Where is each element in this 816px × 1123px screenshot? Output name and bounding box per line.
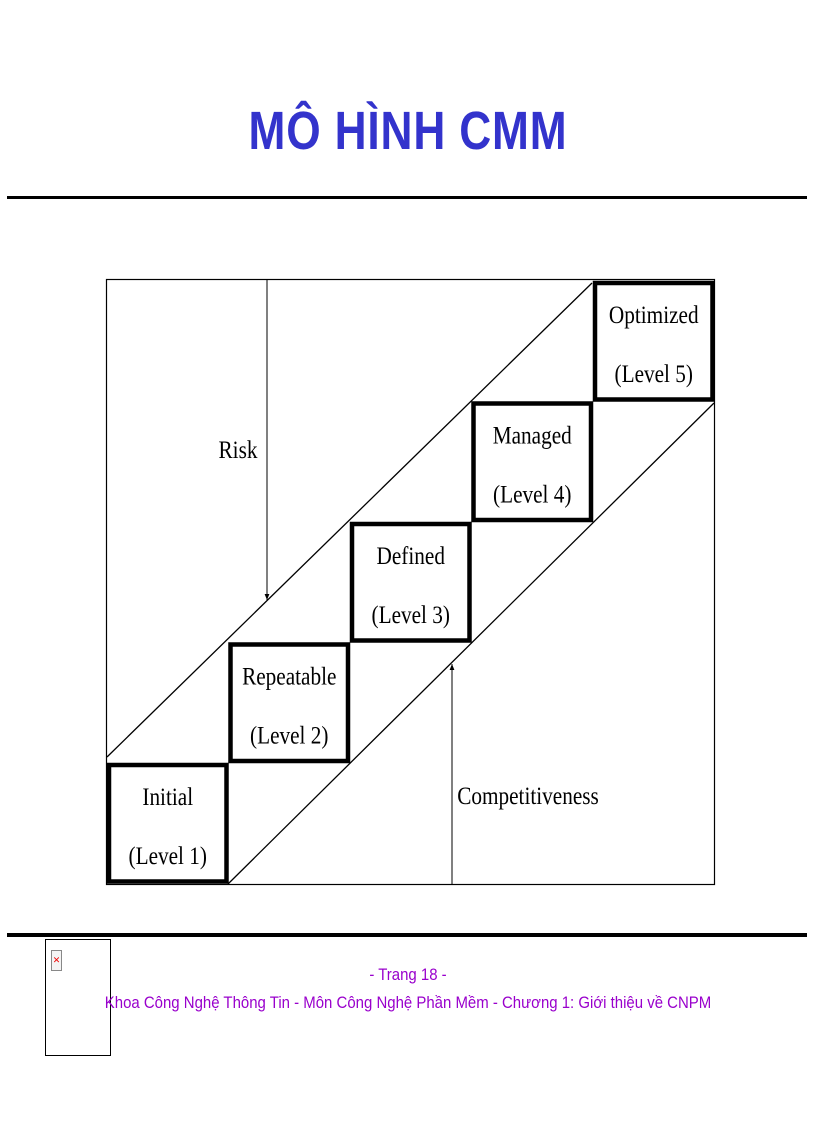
level-2-name: Repeatable bbox=[242, 663, 336, 691]
level-box-4 bbox=[471, 401, 594, 523]
bottom-divider bbox=[7, 933, 807, 937]
level-5-level: (Level 5) bbox=[615, 360, 693, 388]
level-2-level: (Level 2) bbox=[250, 722, 328, 750]
competitiveness-label: Competitiveness bbox=[457, 782, 599, 810]
broken-image-icon: ✕ bbox=[51, 950, 62, 971]
image-placeholder: ✕ bbox=[45, 939, 111, 1056]
page-number: - Trang 18 - bbox=[369, 965, 447, 984]
level-box-3 bbox=[349, 521, 472, 643]
level-3-name: Defined bbox=[377, 542, 446, 570]
upper-diagonal bbox=[106, 282, 593, 758]
footer-caption: Khoa Công Nghệ Thông Tin - Môn Công Nghệ… bbox=[104, 993, 712, 1012]
diagram-frame bbox=[105, 278, 716, 886]
level-4-name: Managed bbox=[493, 422, 572, 450]
level-5-name: Optimized bbox=[609, 301, 699, 329]
level-box-1 bbox=[106, 762, 229, 884]
top-divider bbox=[7, 196, 807, 199]
level-3-level: (Level 3) bbox=[372, 601, 450, 629]
level-1-name: Initial bbox=[142, 783, 193, 811]
level-1-level: (Level 1) bbox=[129, 842, 207, 870]
level-box-2 bbox=[228, 642, 351, 764]
level-box-5 bbox=[592, 280, 715, 402]
level-4-level: (Level 4) bbox=[493, 481, 571, 509]
risk-label: Risk bbox=[219, 436, 258, 464]
lower-diagonal bbox=[227, 402, 715, 885]
page-title: MÔ HÌNH CMM bbox=[248, 101, 568, 161]
